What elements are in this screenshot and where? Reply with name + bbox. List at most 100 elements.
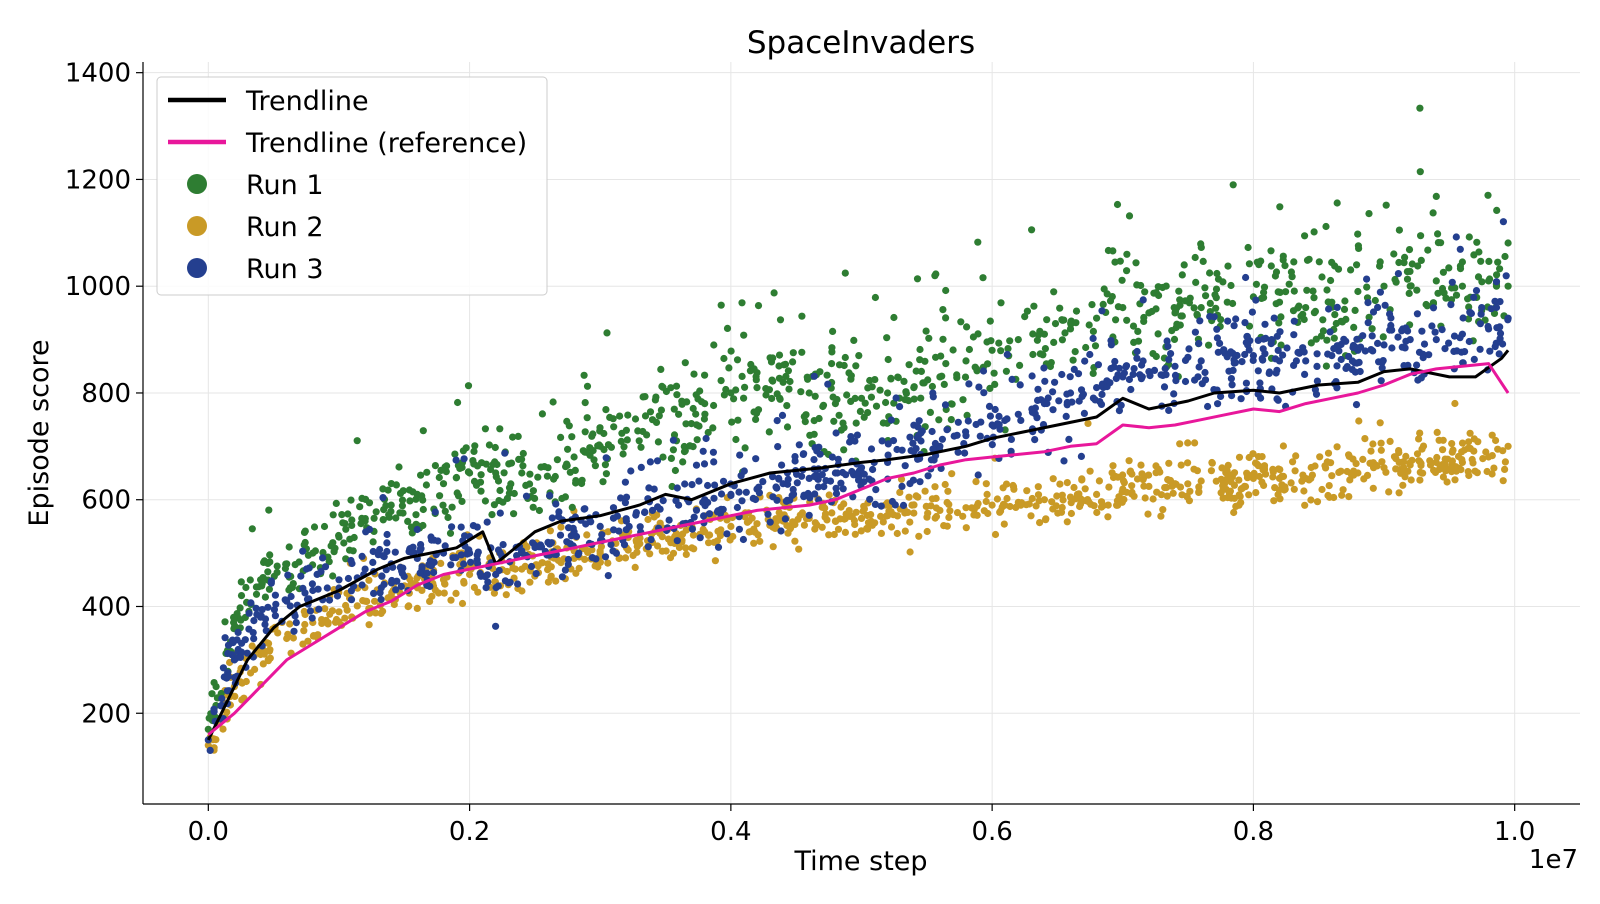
- run-3-point: [210, 708, 218, 716]
- run-3-point: [392, 586, 400, 594]
- run-2-point: [1454, 452, 1463, 461]
- run-1-point: [1257, 294, 1266, 302]
- run-2-point: [1287, 479, 1295, 487]
- run-1-point: [671, 466, 680, 475]
- run-1-point: [1368, 325, 1376, 333]
- run-3-point: [369, 558, 377, 567]
- run-2-point: [1128, 482, 1136, 490]
- run-1-point: [265, 585, 273, 593]
- run-3-point: [1394, 270, 1402, 278]
- run-1-point: [1408, 260, 1416, 268]
- run-2-point: [851, 530, 859, 538]
- run-1-point: [1432, 277, 1440, 285]
- run-3-point: [1492, 339, 1500, 347]
- run-3-point: [846, 438, 854, 446]
- run-1-point: [935, 416, 943, 424]
- run-2-point: [1252, 489, 1260, 497]
- run-3-point: [976, 432, 984, 440]
- run-3-point: [537, 541, 545, 549]
- run-1-point: [816, 368, 824, 376]
- run-3-point: [483, 518, 491, 526]
- run-1-point: [1272, 300, 1280, 308]
- run-1-point: [1006, 337, 1014, 345]
- run-3-point: [258, 606, 266, 614]
- run-3-point: [1040, 398, 1048, 406]
- run-2-point: [1120, 479, 1128, 487]
- run-3-point: [1242, 273, 1250, 282]
- run-3-point: [460, 455, 468, 463]
- run-3-point: [1447, 301, 1455, 309]
- run-3-point: [1195, 339, 1203, 348]
- run-2-point: [1034, 491, 1043, 499]
- run-2-point: [266, 654, 274, 662]
- legend-label-trendline: Trendline: [245, 86, 369, 117]
- run-1-point: [1434, 289, 1442, 297]
- run-1-point: [1060, 316, 1068, 324]
- run-1-point: [1180, 261, 1188, 269]
- run-3-point: [221, 634, 229, 642]
- run-1-point: [916, 345, 924, 354]
- run-3-point: [441, 542, 449, 550]
- run-1-point: [385, 511, 393, 519]
- run-1-point: [347, 496, 355, 504]
- run-2-point: [999, 500, 1008, 508]
- run-3-point: [376, 545, 384, 554]
- run-1-point: [1271, 272, 1279, 280]
- run-3-point: [229, 639, 237, 647]
- run-2-point: [1057, 508, 1066, 516]
- run-1-point: [379, 485, 387, 493]
- run-2-point: [713, 537, 722, 545]
- run-1-point: [600, 429, 608, 438]
- run-3-point: [1445, 339, 1453, 347]
- run-1-point: [959, 396, 967, 404]
- run-3-point: [378, 572, 386, 580]
- run-2-point: [572, 569, 580, 577]
- run-3-point: [1031, 404, 1039, 412]
- run-3-point: [1165, 406, 1173, 414]
- run-1-point: [1201, 284, 1209, 292]
- run-2-point: [544, 578, 553, 586]
- run-2-point: [800, 521, 809, 529]
- run-1-point: [938, 372, 946, 380]
- run-3-point: [431, 508, 439, 516]
- run-2-point: [972, 478, 980, 486]
- run-1-point: [1192, 278, 1200, 286]
- run-3-point: [702, 434, 710, 443]
- run-3-point: [1133, 347, 1141, 356]
- run-1-point: [616, 412, 624, 420]
- run-3-point: [851, 437, 859, 445]
- run-3-point: [546, 491, 554, 500]
- run-2-point: [1191, 439, 1199, 447]
- run-2-point: [1042, 515, 1050, 523]
- run-1-point: [1413, 286, 1421, 294]
- run-1-point: [782, 372, 790, 380]
- run-1-point: [947, 416, 955, 424]
- run-3-point: [391, 548, 399, 556]
- run-1-point: [634, 427, 642, 435]
- run-1-point: [776, 395, 784, 403]
- run-3-point: [335, 576, 343, 584]
- run-1-point: [925, 334, 933, 342]
- run-3-point: [1201, 376, 1210, 384]
- run-2-point: [1274, 491, 1282, 499]
- run-3-point: [224, 672, 232, 681]
- run-3-point: [877, 502, 885, 510]
- run-3-point: [878, 437, 886, 445]
- run-3-point: [1361, 347, 1369, 355]
- run-3-point: [866, 495, 874, 503]
- run-2-point: [1176, 483, 1185, 491]
- run-3-point: [1378, 364, 1386, 372]
- run-3-point: [1181, 377, 1190, 386]
- run-2-point: [384, 594, 392, 602]
- run-3-point: [492, 584, 500, 592]
- run-2-point: [1137, 461, 1145, 469]
- run-2-point: [726, 536, 734, 544]
- run-3-point: [938, 435, 947, 443]
- run-2-point: [1254, 462, 1262, 470]
- run-1-point: [392, 481, 400, 489]
- run-3-point: [815, 443, 823, 451]
- run-3-point: [781, 515, 790, 523]
- run-3-point: [1248, 308, 1256, 316]
- run-1-point: [762, 391, 770, 399]
